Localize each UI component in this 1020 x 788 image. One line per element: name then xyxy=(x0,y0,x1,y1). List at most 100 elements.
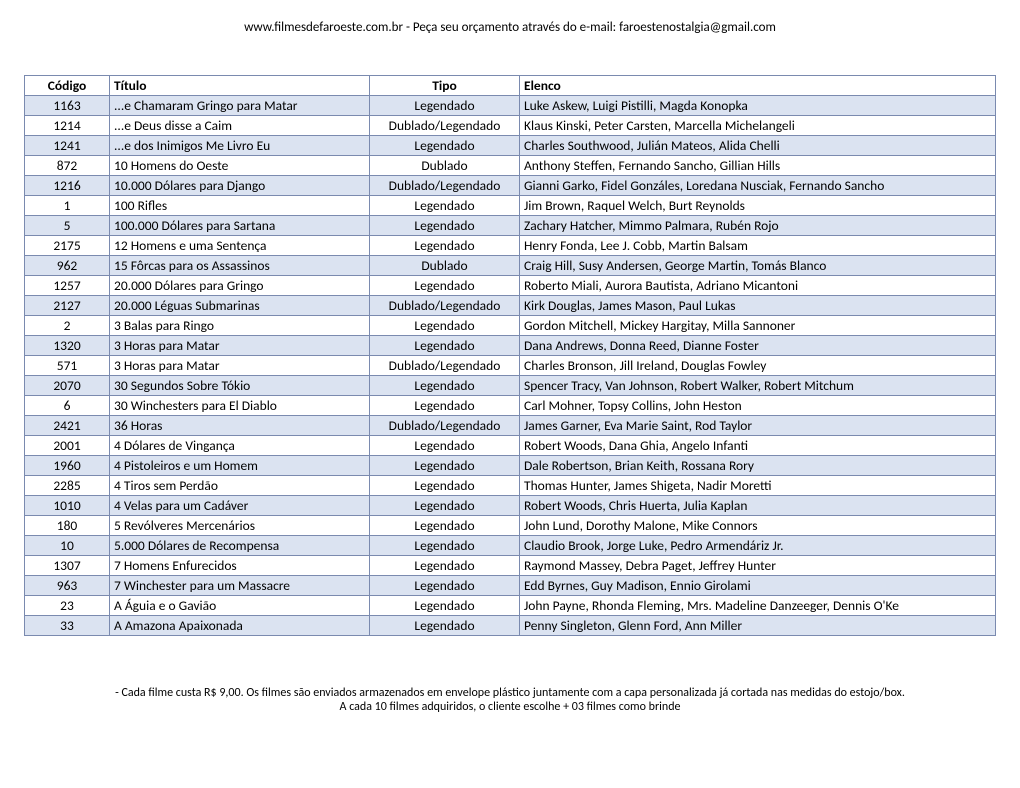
table-row: 1100 RiflesLegendadoJim Brown, Raquel We… xyxy=(25,196,996,216)
table-row: 207030 Segundos Sobre TókioLegendadoSpen… xyxy=(25,376,996,396)
page-header: www.filmesdefaroeste.com.br - Peça seu o… xyxy=(24,20,996,35)
table-cell: 4 Velas para um Cadáver xyxy=(110,496,370,516)
table-row: 121610.000 Dólares para DjangoDublado/Le… xyxy=(25,176,996,196)
table-cell: 30 Winchesters para El Diablo xyxy=(110,396,370,416)
footer-line1: - Cada filme custa R$ 9,00. Os filmes sã… xyxy=(24,686,996,700)
table-row: 105.000 Dólares de RecompensaLegendadoCl… xyxy=(25,536,996,556)
table-cell: 30 Segundos Sobre Tókio xyxy=(110,376,370,396)
table-body: 1163...e Chamaram Gringo para MatarLegen… xyxy=(25,96,996,636)
table-cell: 10 Homens do Oeste xyxy=(110,156,370,176)
table-cell: A Águia e o Gavião xyxy=(110,596,370,616)
table-cell: 23 xyxy=(25,596,110,616)
table-row: 1805 Revólveres MercenáriosLegendadoJohn… xyxy=(25,516,996,536)
table-cell: 2421 xyxy=(25,416,110,436)
table-cell: Legendado xyxy=(370,136,520,156)
table-cell: 36 Horas xyxy=(110,416,370,436)
films-table: Código Título Tipo Elenco 1163...e Chama… xyxy=(24,75,996,636)
table-row: 1241...e dos Inimigos Me Livro EuLegenda… xyxy=(25,136,996,156)
table-row: 23A Águia e o GaviãoLegendadoJohn Payne,… xyxy=(25,596,996,616)
table-cell: 100.000 Dólares para Sartana xyxy=(110,216,370,236)
table-row: 5100.000 Dólares para SartanaLegendadoZa… xyxy=(25,216,996,236)
table-cell: 4 Pistoleiros e um Homem xyxy=(110,456,370,476)
table-cell: Legendado xyxy=(370,496,520,516)
table-row: 23 Balas para RingoLegendadoGordon Mitch… xyxy=(25,316,996,336)
table-cell: Robert Woods, Chris Huerta, Julia Kaplan xyxy=(520,496,996,516)
table-cell: A Amazona Apaixonada xyxy=(110,616,370,636)
table-cell: Charles Bronson, Jill Ireland, Douglas F… xyxy=(520,356,996,376)
table-cell: 2 xyxy=(25,316,110,336)
table-cell: 33 xyxy=(25,616,110,636)
table-cell: Klaus Kinski, Peter Carsten, Marcella Mi… xyxy=(520,116,996,136)
table-cell: 1241 xyxy=(25,136,110,156)
table-row: 1163...e Chamaram Gringo para MatarLegen… xyxy=(25,96,996,116)
table-cell: ...e Chamaram Gringo para Matar xyxy=(110,96,370,116)
table-cell: 100 Rifles xyxy=(110,196,370,216)
table-cell: 1960 xyxy=(25,456,110,476)
table-cell: Legendado xyxy=(370,596,520,616)
table-cell: 962 xyxy=(25,256,110,276)
table-cell: 180 xyxy=(25,516,110,536)
table-cell: Dublado/Legendado xyxy=(370,296,520,316)
table-row: 242136 HorasDublado/LegendadoJames Garne… xyxy=(25,416,996,436)
table-cell: Legendado xyxy=(370,216,520,236)
table-cell: Legendado xyxy=(370,556,520,576)
table-cell: 1163 xyxy=(25,96,110,116)
table-cell: Dale Robertson, Brian Keith, Rossana Ror… xyxy=(520,456,996,476)
table-cell: Legendado xyxy=(370,316,520,336)
table-cell: 15 Fôrcas para os Assassinos xyxy=(110,256,370,276)
table-cell: James Garner, Eva Marie Saint, Rod Taylo… xyxy=(520,416,996,436)
table-cell: Legendado xyxy=(370,96,520,116)
table-cell: 10 xyxy=(25,536,110,556)
table-cell: 1216 xyxy=(25,176,110,196)
table-cell: Penny Singleton, Glenn Ford, Ann Miller xyxy=(520,616,996,636)
table-cell: Edd Byrnes, Guy Madison, Ennio Girolami xyxy=(520,576,996,596)
table-cell: 1 xyxy=(25,196,110,216)
table-cell: 20.000 Dólares para Gringo xyxy=(110,276,370,296)
table-row: 212720.000 Léguas SubmarinasDublado/Lege… xyxy=(25,296,996,316)
table-cell: Legendado xyxy=(370,236,520,256)
table-cell: Anthony Steffen, Fernando Sancho, Gillia… xyxy=(520,156,996,176)
table-row: 22854 Tiros sem PerdãoLegendadoThomas Hu… xyxy=(25,476,996,496)
table-cell: 4 Dólares de Vingança xyxy=(110,436,370,456)
table-row: 10104 Velas para um CadáverLegendadoRobe… xyxy=(25,496,996,516)
table-cell: Kirk Douglas, James Mason, Paul Lukas xyxy=(520,296,996,316)
table-cell: 2001 xyxy=(25,436,110,456)
table-cell: 571 xyxy=(25,356,110,376)
table-cell: Jim Brown, Raquel Welch, Burt Reynolds xyxy=(520,196,996,216)
table-cell: 2127 xyxy=(25,296,110,316)
table-cell: 5.000 Dólares de Recompensa xyxy=(110,536,370,556)
table-cell: Henry Fonda, Lee J. Cobb, Martin Balsam xyxy=(520,236,996,256)
table-cell: Gianni Garko, Fidel Gonzáles, Loredana N… xyxy=(520,176,996,196)
col-header-elenco: Elenco xyxy=(520,76,996,96)
col-header-codigo: Código xyxy=(25,76,110,96)
table-cell: Dublado/Legendado xyxy=(370,356,520,376)
table-header-row: Código Título Tipo Elenco xyxy=(25,76,996,96)
table-cell: 1214 xyxy=(25,116,110,136)
table-cell: Thomas Hunter, James Shigeta, Nadir More… xyxy=(520,476,996,496)
table-cell: 3 Horas para Matar xyxy=(110,356,370,376)
table-cell: Legendado xyxy=(370,456,520,476)
table-row: 217512 Homens e uma SentençaLegendadoHen… xyxy=(25,236,996,256)
table-cell: 7 Homens Enfurecidos xyxy=(110,556,370,576)
page-footer: - Cada filme custa R$ 9,00. Os filmes sã… xyxy=(24,686,996,714)
table-cell: Dana Andrews, Donna Reed, Dianne Foster xyxy=(520,336,996,356)
table-row: 87210 Homens do OesteDubladoAnthony Stef… xyxy=(25,156,996,176)
table-cell: 872 xyxy=(25,156,110,176)
table-cell: Dublado xyxy=(370,256,520,276)
table-cell: Legendado xyxy=(370,196,520,216)
table-cell: Dublado xyxy=(370,156,520,176)
table-cell: 3 Balas para Ringo xyxy=(110,316,370,336)
table-cell: John Lund, Dorothy Malone, Mike Connors xyxy=(520,516,996,536)
col-header-titulo: Título xyxy=(110,76,370,96)
table-row: 630 Winchesters para El DiabloLegendadoC… xyxy=(25,396,996,416)
table-cell: 1010 xyxy=(25,496,110,516)
table-cell: Dublado/Legendado xyxy=(370,416,520,436)
table-row: 1214...e Deus disse a CaimDublado/Legend… xyxy=(25,116,996,136)
table-cell: 20.000 Léguas Submarinas xyxy=(110,296,370,316)
table-cell: 6 xyxy=(25,396,110,416)
table-cell: Dublado/Legendado xyxy=(370,176,520,196)
table-row: 9637 Winchester para um MassacreLegendad… xyxy=(25,576,996,596)
table-cell: Charles Southwood, Julián Mateos, Alida … xyxy=(520,136,996,156)
table-row: 13077 Homens EnfurecidosLegendadoRaymond… xyxy=(25,556,996,576)
table-row: 20014 Dólares de VingançaLegendadoRobert… xyxy=(25,436,996,456)
